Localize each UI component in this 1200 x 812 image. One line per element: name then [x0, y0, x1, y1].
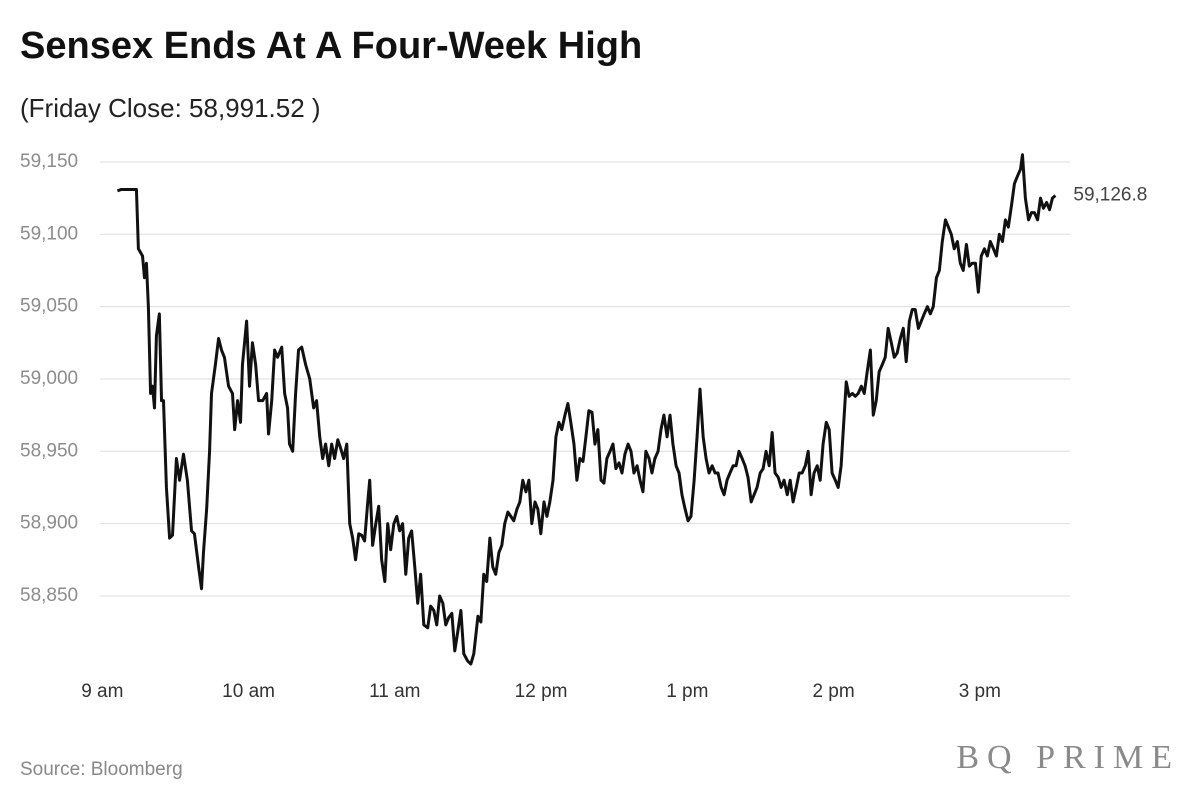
source: Source: Bloomberg: [20, 759, 183, 780]
x-tick-label: 9 am: [81, 681, 123, 702]
y-tick-label: 58,850: [20, 585, 78, 606]
x-tick-label: 11 am: [369, 681, 420, 702]
y-tick-label: 58,950: [20, 440, 78, 461]
logo: BQ PRIME: [956, 739, 1180, 776]
chart-title: Sensex Ends At A Four-Week High: [20, 25, 642, 67]
chart-subtitle: (Friday Close: 58,991.52 ): [20, 93, 321, 123]
y-tick-label: 59,100: [20, 223, 78, 244]
line-series: [116, 153, 1057, 666]
x-tick-label: 3 pm: [959, 681, 1001, 702]
x-tick-label: 10 am: [222, 681, 275, 702]
y-tick-label: 59,000: [20, 368, 78, 389]
x-tick-label: 2 pm: [812, 681, 854, 702]
end-label: 59,126.8: [1073, 185, 1147, 206]
y-tick-label: 59,050: [20, 296, 78, 317]
y-tick-label: 58,900: [20, 513, 78, 534]
x-tick-label: 12 pm: [515, 681, 568, 702]
x-tick-label: 1 pm: [666, 681, 708, 702]
y-tick-label: 59,150: [20, 151, 78, 172]
